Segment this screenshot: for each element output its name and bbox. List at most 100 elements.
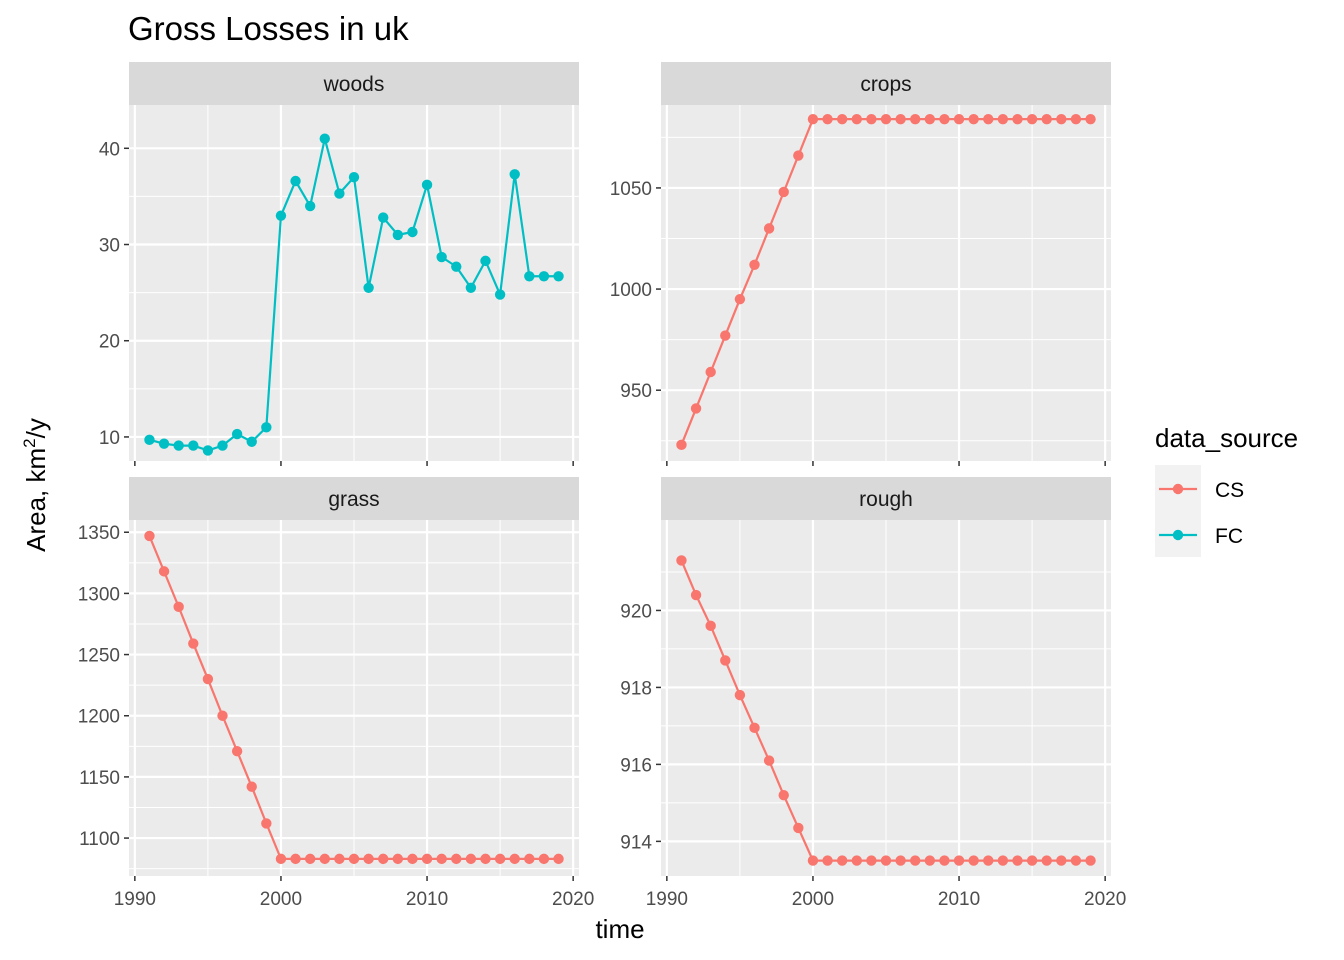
data-point xyxy=(895,113,906,125)
data-point xyxy=(217,440,228,451)
y-axis-title-superscript: 2 xyxy=(20,438,39,447)
data-point xyxy=(822,113,833,125)
data-point xyxy=(953,113,965,125)
y-tick-label: 20 xyxy=(99,332,120,353)
data-point xyxy=(524,853,535,865)
x-tick-label: 2010 xyxy=(938,889,980,910)
data-point xyxy=(158,566,170,577)
facet-strip-label: crops xyxy=(860,73,911,96)
legend-label: CS xyxy=(1215,479,1244,502)
facet-strip xyxy=(129,62,579,105)
y-tick-label: 1000 xyxy=(610,280,652,301)
data-point xyxy=(378,212,389,223)
data-point xyxy=(734,293,746,305)
data-point xyxy=(334,853,345,865)
facet-strip xyxy=(661,477,1111,520)
data-point xyxy=(348,853,360,865)
data-point xyxy=(968,855,979,866)
data-point xyxy=(407,226,418,238)
data-point xyxy=(983,855,994,866)
facet-strip-label: grass xyxy=(328,488,379,511)
y-tick-label: 1150 xyxy=(79,768,120,789)
data-point xyxy=(836,855,848,866)
data-point xyxy=(202,445,214,456)
data-point xyxy=(690,403,702,414)
data-point xyxy=(538,271,550,282)
y-tick-label: 1350 xyxy=(78,523,120,544)
data-point xyxy=(494,853,506,865)
data-point xyxy=(939,113,950,125)
data-point xyxy=(910,855,921,866)
chart-title: Gross Losses in uk xyxy=(128,10,409,47)
data-point xyxy=(436,251,447,263)
x-tick-label: 2000 xyxy=(792,889,834,910)
data-point xyxy=(749,722,760,734)
data-point xyxy=(676,439,687,451)
data-point xyxy=(480,255,491,267)
y-tick-label: 40 xyxy=(99,139,120,160)
data-point xyxy=(304,853,316,865)
facet-crops: crops 950 1000 1050 xyxy=(610,62,1111,466)
data-point xyxy=(924,855,936,866)
y-tick-label: 1050 xyxy=(610,179,652,200)
data-point xyxy=(261,818,272,829)
x-tick-label: 2010 xyxy=(406,889,448,910)
data-point xyxy=(1056,855,1067,866)
data-point xyxy=(705,366,716,378)
data-point xyxy=(348,171,360,183)
y-tick-label: 1250 xyxy=(78,646,120,667)
data-point xyxy=(231,428,243,440)
legend-item-CS: CS xyxy=(1159,479,1244,502)
data-point xyxy=(720,330,731,341)
data-point xyxy=(378,853,389,865)
x-tick-label: 1990 xyxy=(646,889,688,910)
facet-rough: rough 1990 2000 2010 2020 914 916 918 920 xyxy=(620,477,1126,910)
data-point xyxy=(793,150,804,161)
data-point xyxy=(910,113,921,125)
data-point xyxy=(451,853,462,865)
data-point xyxy=(1026,855,1038,866)
data-point xyxy=(763,223,775,234)
data-point xyxy=(822,855,833,866)
data-point xyxy=(1012,855,1023,866)
data-point xyxy=(363,282,374,294)
legend-label: FC xyxy=(1215,525,1243,548)
legend: data_source CS FC xyxy=(1155,423,1298,557)
data-point xyxy=(465,282,477,294)
x-tick-label: 2000 xyxy=(260,889,302,910)
data-point xyxy=(436,853,447,865)
data-point xyxy=(480,853,491,865)
y-tick-label: 30 xyxy=(99,236,120,257)
data-point xyxy=(509,853,520,865)
data-point xyxy=(538,853,550,865)
data-point xyxy=(924,113,936,125)
data-point xyxy=(173,601,184,613)
data-point xyxy=(246,436,257,447)
data-point xyxy=(953,855,965,866)
y-axis-title-prefix: Area, km xyxy=(21,448,51,552)
data-point xyxy=(895,855,906,866)
data-point xyxy=(997,113,1009,125)
data-point xyxy=(1070,113,1082,125)
data-point xyxy=(275,853,287,865)
facet-strip xyxy=(661,62,1111,105)
facet-panels: woods 10 20 30 40 crops 950 1000 1050 grass 1990 20… xyxy=(78,62,1126,910)
facet-grass: grass 1990 2000 2010 2020 1100 1150 1200 1250 130… xyxy=(78,477,594,910)
data-point xyxy=(188,440,199,451)
data-point xyxy=(158,438,170,449)
y-tick-label: 1100 xyxy=(79,829,120,850)
data-point xyxy=(778,186,789,198)
facet-woods: woods 10 20 30 40 xyxy=(99,62,579,466)
data-point xyxy=(1041,113,1052,125)
data-point xyxy=(807,855,819,866)
data-point xyxy=(676,555,687,566)
y-tick-label: 914 xyxy=(620,832,652,853)
data-point xyxy=(1085,855,1096,866)
data-point xyxy=(734,689,746,701)
data-point xyxy=(524,271,535,282)
y-tick-label: 1300 xyxy=(78,584,120,605)
legend-title: data_source xyxy=(1155,423,1298,453)
data-point xyxy=(1056,113,1067,125)
data-point xyxy=(334,188,345,199)
data-point xyxy=(290,853,301,865)
